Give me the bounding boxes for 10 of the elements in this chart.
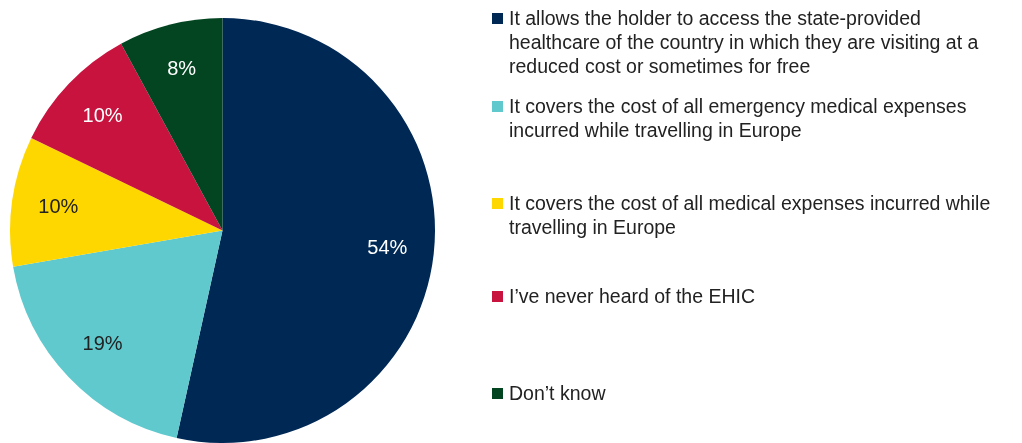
legend-label: It allows the holder to access the state-provided healthcare of the country in which they are visiting at a reduced cost or sometimes for free <box>509 6 980 78</box>
legend-label: It covers the cost of all emergency medical expenses incurred while travelling in Europe <box>509 94 968 142</box>
data-label: 8% <box>167 57 197 80</box>
data-label: 10% <box>38 194 79 217</box>
data-label: 10% <box>82 103 123 126</box>
legend-label: I’ve never heard of the EHIC <box>509 284 757 308</box>
data-label: 54% <box>367 236 408 259</box>
legend-label: Don’t know <box>509 381 607 405</box>
data-label: 19% <box>82 332 123 355</box>
legend-label: It covers the cost of all medical expenses incurred while travelling in Europe <box>509 191 992 239</box>
